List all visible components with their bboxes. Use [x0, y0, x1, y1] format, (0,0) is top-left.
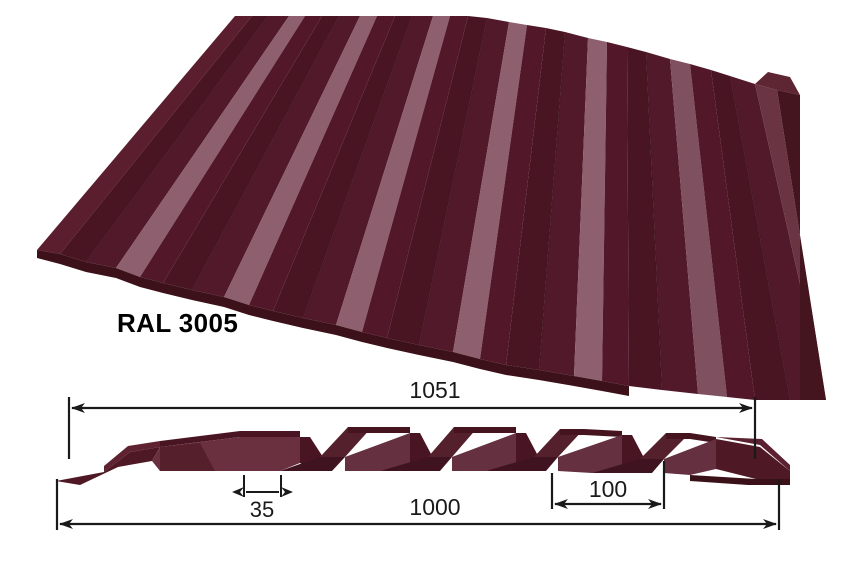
sheet-rib2-bottom-edge — [163, 283, 273, 321]
profile-rib5-crest — [666, 433, 716, 443]
profile-rib1-top — [160, 431, 300, 447]
sheet-right-edge-cap — [777, 90, 826, 400]
profile-rib1-face-shade — [160, 443, 215, 471]
sheet-rib4-bottom-edge — [387, 338, 506, 375]
profile-rib2-crest — [348, 427, 410, 433]
profile-rib4-face — [558, 435, 622, 473]
profile-rib3-top — [428, 427, 478, 457]
sheet-rib5-web-right — [574, 38, 607, 381]
sheet-rib7-web-left — [711, 70, 790, 400]
profile-right-flange — [716, 439, 790, 479]
profile-rib2-top — [320, 427, 372, 457]
sheet-rib4-top — [419, 18, 509, 352]
sheet-rib-group — [37, 15, 826, 400]
profile-rib5-top — [640, 433, 690, 459]
sheet-rib3-web-right — [336, 16, 450, 332]
sheet-rib5-web-left — [506, 28, 565, 370]
profile-valley2 — [380, 457, 452, 471]
profile-left-flange — [56, 447, 160, 485]
dim-label-1000: 1000 — [409, 494, 460, 520]
dim-label-100: 100 — [589, 476, 627, 502]
dim-label-1051: 1051 — [409, 377, 460, 403]
profile-rib3-crest — [454, 427, 516, 433]
sheet-rib4-web-right — [453, 22, 527, 359]
sheet-rib6-web-right — [670, 59, 727, 397]
sheet-rib1-bottom-edge — [60, 254, 163, 293]
sheet-rib3-valley — [362, 16, 468, 338]
sheet-rib2-valley — [249, 16, 395, 311]
profile-valley4 — [592, 459, 664, 473]
sheet-rib5-valley — [602, 42, 629, 386]
profile-valley1 — [280, 457, 345, 471]
sheet-rib1-top — [86, 16, 289, 268]
profile-right-flange-shade — [690, 475, 790, 485]
sheet-rib3-top — [303, 16, 433, 325]
profile-rib4-top — [534, 429, 584, 457]
profile-rib2-face — [345, 433, 410, 471]
sheet-rib3-bottom-edge — [273, 311, 387, 348]
cross-section-body — [56, 427, 790, 485]
dim-label-35: 35 — [250, 497, 274, 522]
dimension-useful-width: 1000 — [55, 479, 781, 530]
dimension-rib-top-width: 35 — [232, 475, 293, 522]
dimension-rib-pitch: 100 — [550, 461, 666, 509]
sheet-lip-left-edge — [37, 250, 60, 264]
sheet-3d-illustration — [37, 15, 826, 400]
profile-left-flange-top — [104, 441, 160, 472]
sheet-rib1-valley — [140, 16, 322, 283]
sheet-rib2-top — [192, 16, 360, 297]
sheet-rib3-web-left — [273, 16, 412, 318]
sheet-rib1-web-left — [60, 16, 268, 262]
dimension-total-width: 1051 — [67, 377, 757, 459]
sheet-rib5-top — [539, 32, 588, 376]
sheet-rib5-bottom-edge — [506, 365, 629, 396]
sheet-rib2-web-left — [163, 16, 339, 290]
profile-rib4-crest — [560, 429, 622, 437]
dim-arrow-35-right — [281, 487, 293, 497]
sheet-rib2-web-right — [224, 16, 377, 305]
profile-rib5-face — [664, 439, 716, 475]
sheet-crease-lines — [85, 15, 791, 400]
profile-valley3 — [486, 457, 558, 471]
sheet-top-right-notch — [755, 72, 800, 95]
profile-right-flange-top — [716, 437, 790, 471]
sheet-lip-left — [37, 16, 252, 254]
profile-dimension-drawing: 1051 35 100 1000 — [55, 377, 790, 530]
dim-arrow-35-left — [232, 487, 244, 497]
ral-color-label: RAL 3005 — [117, 308, 239, 338]
sheet-rib4-web-left — [387, 16, 487, 345]
sheet-rib6-web-left — [627, 47, 662, 390]
sheet-rib4-valley — [480, 25, 546, 365]
profile-rib3-face — [452, 433, 516, 471]
sheet-rib6-top — [646, 52, 698, 394]
sheet-rib6-valley — [690, 64, 755, 400]
sheet-rib1-web-right — [116, 16, 305, 277]
